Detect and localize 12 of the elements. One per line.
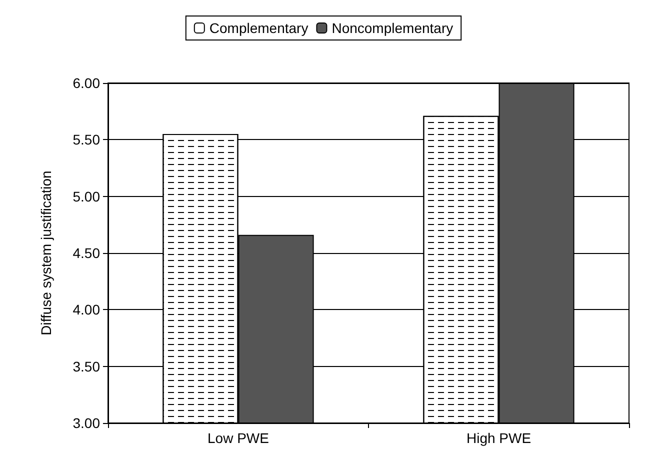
legend-label: Complementary [209,20,308,36]
x-tick-label: Low PWE [208,430,269,446]
legend-label: Noncomplementary [332,20,454,36]
x-tick-label: High PWE [466,430,532,446]
y-tick-label: 4.50 [72,245,100,261]
y-tick-label: 3.00 [72,415,100,431]
y-tick-label: 4.00 [72,302,100,318]
y-tick-label: 3.50 [72,358,100,374]
y-tick-label: 6.00 [72,75,100,91]
y-axis-title: Diffuse system justification [38,170,54,336]
y-tick-label: 5.00 [72,188,100,204]
y-tick-label: 5.50 [72,132,100,148]
